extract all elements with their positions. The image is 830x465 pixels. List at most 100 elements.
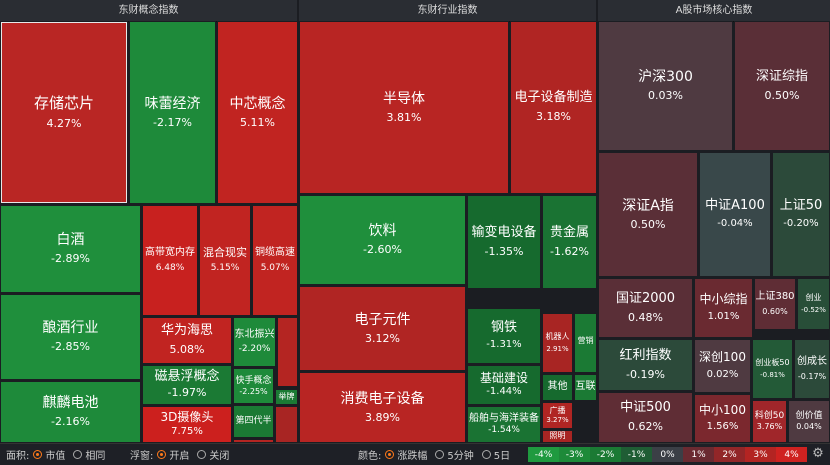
tile-change: -1.97% [167, 386, 207, 400]
heatmap-tile[interactable]: 快手概念 -2.25% [233, 368, 274, 404]
tile-name: 深证A指 [622, 197, 674, 214]
heatmap-tile[interactable]: 上证50 -0.20% [772, 152, 830, 277]
heatmap-tile[interactable]: 其他 [542, 374, 573, 401]
heatmap-tile[interactable]: 酿酒行业 -2.85% [0, 294, 141, 380]
color-option-change-label: 涨跌幅 [397, 451, 428, 462]
heatmap-tile[interactable]: 深证综指 0.50% [734, 21, 830, 151]
tile-change: 5.11% [240, 115, 275, 129]
tile-name: 红利指数 [619, 347, 672, 363]
heatmap-tile[interactable]: 创价值 0.04% [788, 400, 830, 443]
tile-name: 创业 [805, 293, 822, 303]
heatmap-tile[interactable]: 中小综指 1.01% [694, 278, 753, 338]
heatmap-tile[interactable]: 钢铁 -1.31% [467, 308, 541, 364]
heatmap-tile[interactable]: 输变电设备 -1.35% [467, 195, 541, 289]
heatmap-tile[interactable]: 白酒 -2.89% [0, 205, 141, 293]
tile-name: 科创50 [754, 411, 785, 422]
color-option-change[interactable]: 涨跌幅 [385, 447, 427, 462]
heatmap-tile[interactable]: 中小100 1.56% [694, 394, 751, 443]
tile-name: 互联 [575, 381, 596, 393]
tile-change: 6.48% [155, 262, 185, 273]
tile-name: 创成长 [797, 356, 827, 368]
heatmap-tile[interactable]: 深证A指 0.50% [598, 152, 698, 277]
heatmap-tile[interactable]: 高带宽内存 6.48% [142, 205, 198, 316]
heatmap-tile[interactable]: 广播 3.27% [542, 402, 573, 429]
float-window-group: 浮窗: 开启 关闭 [130, 444, 233, 465]
heatmap-tile[interactable]: 华为海思 5.08% [142, 317, 232, 364]
heatmap-tile[interactable]: 机器人 2.91% [542, 313, 573, 373]
heatmap-tile[interactable]: 铜缆高速 5.07% [252, 205, 298, 316]
float-option-off-label: 关闭 [209, 451, 230, 462]
heatmap-tile[interactable]: 船舶与海洋装备 -1.54% [467, 406, 541, 443]
heatmap-tile[interactable]: 东北振兴 -2.20% [233, 317, 276, 367]
heatmap-tile[interactable]: 国证2000 0.48% [598, 278, 693, 338]
heatmap-tile[interactable]: 上证380 0.60% [754, 278, 796, 330]
heatmap-tile[interactable]: 红利指数 -0.19% [598, 339, 693, 391]
heatmap-tile[interactable]: 营销 [574, 313, 597, 373]
heatmap-tile[interactable]: 创业板50 -0.81% [752, 339, 793, 399]
radio-icon [73, 450, 83, 459]
heatmap-tile[interactable]: 照明 [542, 430, 573, 443]
heatmap-tile[interactable]: 电子设备制造 3.18% [510, 21, 597, 194]
tile-change: -2.60% [363, 243, 402, 257]
heatmap-tile[interactable]: 深创100 0.02% [694, 339, 751, 393]
tile-name: 沪深300 [638, 69, 693, 86]
float-option-off[interactable]: 关闭 [197, 447, 229, 462]
area-option-equal[interactable]: 相同 [73, 447, 105, 462]
heatmap-tile[interactable]: 存储芯片 4.27% [0, 21, 128, 204]
tile-name: 中芯概念 [229, 95, 286, 112]
heatmap-tile[interactable]: 3D摄像头 7.75% [142, 406, 232, 443]
color-option-5min-label: 5分钟 [447, 451, 474, 462]
area-option-market-cap[interactable]: 市值 [33, 447, 65, 462]
color-option-5min[interactable]: 5分钟 [435, 447, 474, 462]
tile-name: 中证A100 [705, 198, 765, 214]
float-option-on[interactable]: 开启 [157, 447, 189, 462]
heatmap-tile[interactable]: 电子元件 3.12% [299, 286, 466, 371]
tile-change: 0.60% [762, 306, 788, 316]
heatmap-tile[interactable]: 中芯概念 5.11% [217, 21, 298, 204]
heatmap-tile[interactable]: 中证500 0.62% [598, 392, 693, 443]
tile-change: -1.31% [486, 339, 522, 351]
heatmap-tile[interactable]: 创业 -0.52% [797, 278, 830, 330]
heatmap-tile[interactable]: 麒麟电池 -2.16% [0, 381, 141, 443]
heatmap-treemap: 存储芯片 4.27% 味蕾经济 -2.17% 中芯概念 5.11% 白酒 -2.89% 高带宽内… [0, 21, 830, 443]
color-mode-group: 颜色: 涨跌幅 5分钟 5日 [358, 444, 514, 465]
tile-change: 3.18% [536, 110, 571, 124]
heatmap-tile[interactable]: 沪深300 0.03% [598, 21, 733, 151]
heatmap-tile[interactable]: 中证A100 -0.04% [699, 152, 771, 277]
heatmap-tile[interactable] [277, 317, 298, 387]
tile-name: 麒麟电池 [42, 395, 99, 412]
color-option-5day[interactable]: 5日 [481, 447, 510, 462]
tile-name: 酿酒行业 [42, 320, 99, 337]
heatmap-tile[interactable]: 创成长 -0.17% [794, 339, 830, 399]
heatmap-tile[interactable]: 科创50 3.76% [752, 400, 787, 443]
tile-change: 3.27% [546, 416, 569, 425]
heatmap-tile[interactable]: 磁悬浮概念 -1.97% [142, 365, 232, 405]
heatmap-tile[interactable]: 基础建设 -1.44% [467, 365, 541, 405]
tile-name: 上证380 [755, 291, 795, 303]
heatmap-tile[interactable]: 饮料 -2.60% [299, 195, 466, 285]
tile-change: 3.89% [365, 410, 400, 424]
radio-icon [33, 450, 43, 459]
tile-change: -2.20% [238, 344, 271, 355]
heatmap-tile[interactable]: 消费电子设备 3.89% [299, 372, 466, 443]
tile-change: -0.19% [626, 367, 665, 381]
tile-change: 1.56% [706, 421, 739, 433]
heatmap-tile[interactable] [275, 406, 298, 443]
tile-name: 磁悬浮概念 [154, 369, 220, 385]
heatmap-tile[interactable]: 第四代半 [233, 405, 274, 438]
tile-name: 3D摄像头 [160, 410, 214, 425]
heatmap-tile[interactable]: 互联 [574, 374, 597, 401]
tile-name: 输变电设备 [471, 224, 537, 240]
gear-icon[interactable]: ⚙ [812, 446, 824, 461]
heatmap-tile[interactable] [233, 439, 274, 443]
heatmap-tile[interactable]: 贵金属 -1.62% [542, 195, 597, 289]
tile-change: -1.44% [486, 386, 522, 398]
color-legend: -4% -3% -2% -1% 0% 1% 2% 3% 4% [528, 447, 807, 462]
heatmap-tile[interactable]: 味蕾经济 -2.17% [129, 21, 216, 204]
heatmap-tile[interactable]: 半导体 3.81% [299, 21, 509, 194]
tile-change: 4.27% [46, 116, 82, 130]
tile-change: 7.75% [171, 425, 203, 437]
heatmap-tile[interactable]: 混合现实 5.15% [199, 205, 251, 316]
heatmap-tile[interactable]: 举牌 [275, 389, 298, 405]
radio-icon [435, 450, 445, 459]
